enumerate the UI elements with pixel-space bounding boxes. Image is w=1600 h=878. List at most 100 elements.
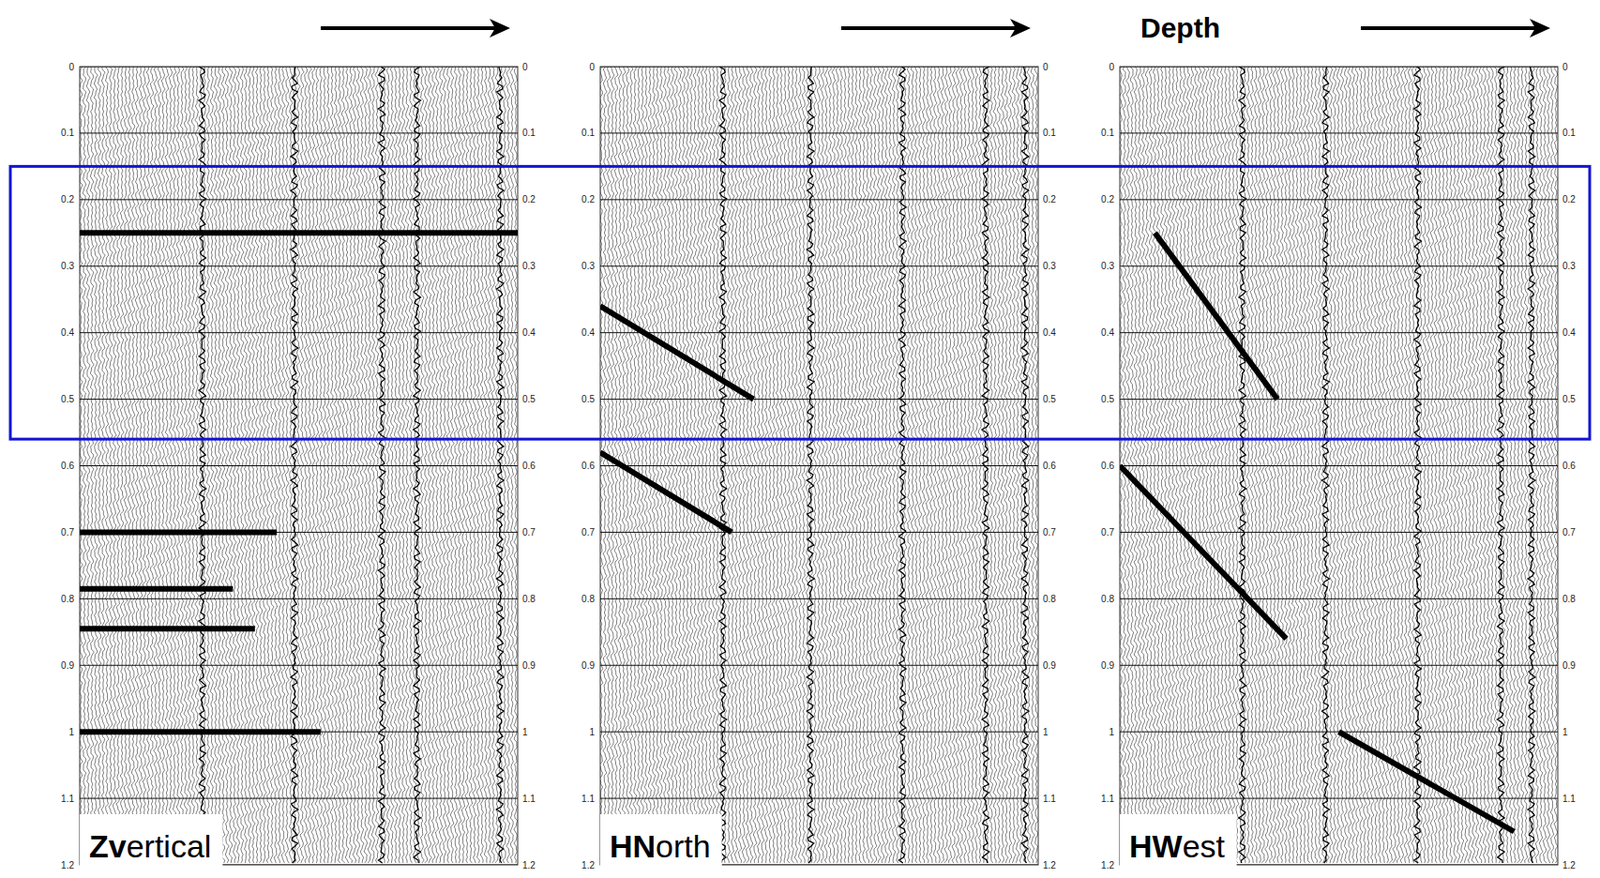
noisy-trace (1021, 66, 1029, 863)
trace (375, 66, 379, 863)
trace (236, 66, 241, 863)
trace (1475, 66, 1480, 863)
tick-label: 0 (588, 61, 595, 73)
tick-label: 0.8 (581, 593, 595, 604)
trace (1163, 66, 1168, 863)
tick-label: 0 (1042, 61, 1049, 73)
plot-frame (79, 66, 518, 865)
trace (700, 66, 705, 863)
trace (405, 66, 409, 863)
tick-label: 0.4 (60, 327, 75, 338)
trace (1347, 66, 1352, 863)
trace (906, 66, 911, 863)
event (1119, 466, 1287, 639)
tick-label: 0.4 (1042, 327, 1057, 338)
event (1154, 232, 1278, 399)
trace (401, 66, 406, 863)
trace (715, 66, 720, 863)
highlight-box (10, 166, 1590, 439)
label-box (600, 814, 723, 873)
trace (1283, 66, 1288, 863)
label-box (79, 814, 223, 873)
trace (1430, 66, 1434, 863)
tick-label: 0.3 (60, 260, 75, 272)
tick-label: 0.1 (1562, 127, 1576, 138)
trace (1223, 66, 1228, 863)
tick-label: 0.5 (581, 393, 595, 405)
trace (850, 66, 855, 863)
tick-label: 0.8 (1042, 593, 1057, 604)
trace (936, 66, 941, 863)
trace (157, 66, 162, 863)
event (600, 305, 755, 399)
trace (270, 66, 274, 863)
trace (648, 66, 652, 863)
trace (101, 66, 106, 863)
trace (1295, 66, 1299, 863)
trace (1167, 66, 1172, 863)
trace (1287, 66, 1292, 863)
tick-label: 1.1 (1101, 793, 1115, 804)
event (79, 728, 321, 735)
grid-line (1119, 798, 1558, 800)
grid-line (600, 731, 1039, 733)
trace (775, 66, 780, 863)
trace (446, 66, 451, 863)
tick-label: 1 (1562, 726, 1569, 738)
trace (1437, 66, 1442, 863)
tick-label: 0.4 (1562, 327, 1576, 338)
trace (1015, 66, 1020, 863)
trace (1471, 66, 1476, 863)
tick-label: 0.3 (522, 260, 536, 272)
trace (1298, 66, 1303, 863)
noisy-trace (898, 66, 906, 863)
trace (172, 66, 177, 863)
trace (644, 66, 649, 863)
trace (1520, 66, 1525, 863)
tick-label: 0.8 (1562, 593, 1576, 604)
trace (963, 66, 967, 863)
trace (636, 66, 641, 863)
trace (629, 66, 634, 863)
tick-label: 0.2 (1562, 194, 1576, 205)
tick-label: 0.1 (1101, 127, 1115, 138)
trace (288, 66, 293, 863)
trace (431, 66, 436, 863)
trace (768, 66, 773, 863)
trace (1160, 66, 1164, 863)
trace (1373, 66, 1378, 863)
trace (1486, 66, 1491, 863)
trace (277, 66, 282, 863)
trace (262, 66, 267, 863)
trace (734, 66, 739, 863)
tick-label: 0.7 (522, 527, 536, 538)
tick-label: 0.8 (60, 593, 75, 604)
trace (243, 66, 248, 863)
trace (356, 66, 361, 863)
trace (266, 66, 271, 863)
tick-label: 1.1 (1042, 793, 1057, 804)
trace (146, 66, 151, 863)
trace (397, 66, 402, 863)
trace (858, 66, 862, 863)
trace (386, 66, 391, 863)
trace (1148, 66, 1154, 863)
trace (884, 66, 889, 863)
trace (420, 66, 424, 863)
trace (779, 66, 784, 863)
grid-line (1119, 465, 1558, 467)
trace (1452, 66, 1457, 863)
trace (1000, 66, 1005, 863)
tick-label: 0.3 (1042, 260, 1057, 272)
trace (1034, 66, 1039, 863)
trace-texture (1119, 66, 1558, 863)
trace (865, 66, 870, 863)
trace (217, 66, 223, 863)
tick-label: 0 (68, 61, 75, 73)
tick-label: 0.5 (522, 393, 536, 405)
trace (472, 66, 477, 863)
trace (978, 66, 982, 863)
grid-line (79, 198, 518, 200)
tick-label: 0.7 (60, 527, 75, 538)
trace (150, 66, 154, 863)
